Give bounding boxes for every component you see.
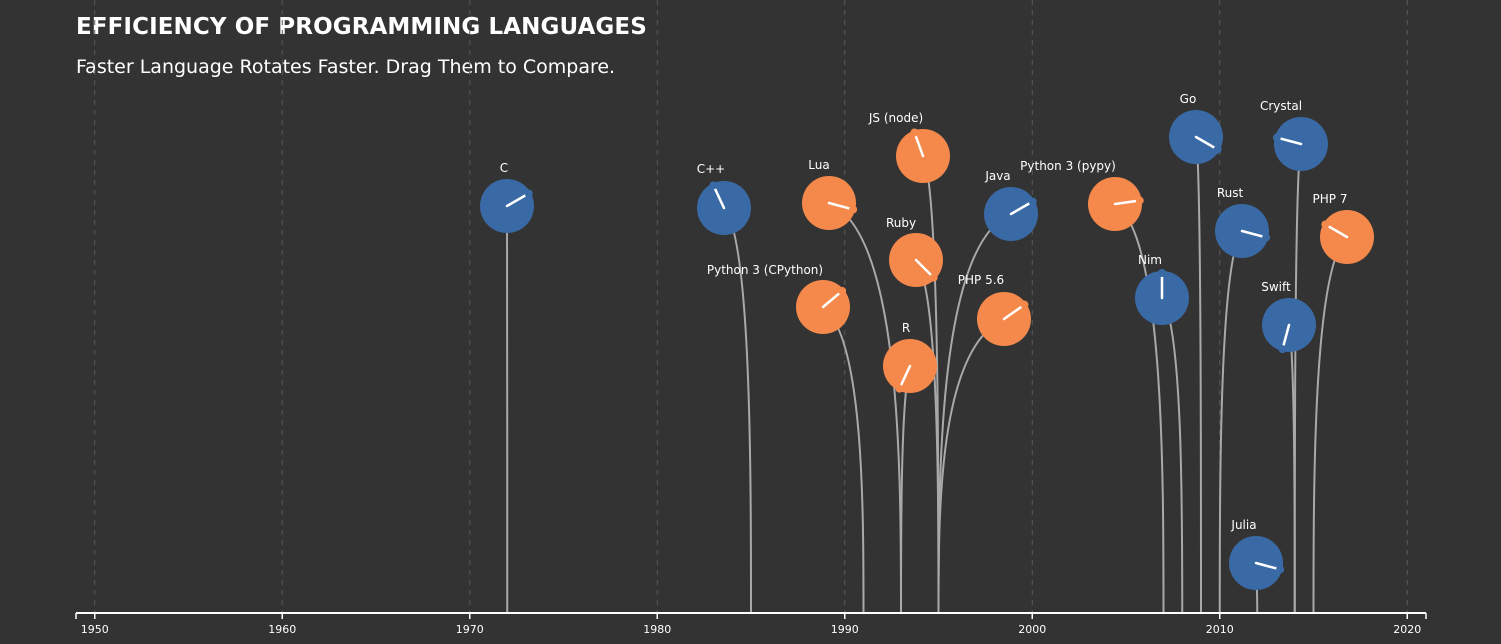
rotation-needle <box>914 258 935 279</box>
needle-tip <box>910 128 919 137</box>
language-bubble[interactable]: C++ <box>697 162 751 235</box>
language-label: Crystal <box>1260 99 1302 113</box>
x-tick-label: 1990 <box>831 623 859 636</box>
rotation-needle <box>1281 323 1291 351</box>
language-label: PHP 5.6 <box>958 273 1004 287</box>
language-bubble[interactable]: Julia <box>1229 518 1285 590</box>
rotation-needle <box>712 184 726 210</box>
needle-tip <box>1158 269 1166 277</box>
language-label: Lua <box>808 158 829 172</box>
needle-tip <box>709 181 718 190</box>
needle-tip <box>1272 133 1281 142</box>
language-bubble[interactable]: Java <box>984 169 1038 241</box>
language-bubble[interactable]: C <box>480 161 534 233</box>
language-bubble[interactable]: Ruby <box>886 216 943 287</box>
stem-line <box>1161 297 1184 614</box>
needle-tip <box>838 286 847 295</box>
stem-line <box>822 306 865 614</box>
rotation-needle <box>1324 223 1349 239</box>
x-tick-label: 1950 <box>81 623 109 636</box>
rotation-needle <box>1240 229 1268 239</box>
language-label: C <box>500 161 508 175</box>
needle-tip <box>1321 220 1330 229</box>
rotation-needle <box>1254 561 1282 571</box>
language-bubble[interactable]: Python 3 (pypy) <box>1020 159 1144 231</box>
rotation-needle <box>1009 200 1034 216</box>
x-axis: 1950 1960 1970 1980 1990 2000 2010 2020 <box>75 612 1427 636</box>
language-label: JS (node) <box>868 111 923 125</box>
language-label: Julia <box>1230 518 1256 532</box>
language-label: Java <box>984 169 1010 183</box>
language-bubble[interactable]: Lua <box>802 158 858 230</box>
stem-line <box>937 213 1012 614</box>
rotation-needle <box>505 192 530 208</box>
language-label: Rust <box>1217 186 1244 200</box>
needle-tip <box>1028 197 1037 206</box>
needle-tip <box>1020 300 1029 309</box>
language-label: Ruby <box>886 216 916 230</box>
x-tick-label: 1960 <box>268 623 296 636</box>
language-label: Go <box>1180 92 1197 106</box>
language-label: PHP 7 <box>1313 192 1348 206</box>
stem-line <box>1195 136 1202 614</box>
language-bubble[interactable]: Swift <box>1261 280 1316 354</box>
x-tick-label: 2000 <box>1018 623 1046 636</box>
language-label: R <box>902 321 910 335</box>
rotation-needle <box>913 131 925 158</box>
needle-tip <box>1213 145 1222 154</box>
stem-line <box>1114 203 1165 614</box>
needle-tip <box>1135 196 1144 205</box>
language-bubble[interactable]: Rust <box>1215 186 1271 258</box>
language-bubble[interactable]: Python 3 (CPython) <box>707 263 850 334</box>
rotation-needle <box>1275 136 1303 146</box>
stem-line <box>1312 236 1348 614</box>
needle-tip <box>849 205 858 214</box>
language-bubble[interactable]: PHP 7 <box>1313 192 1374 264</box>
language-bubble[interactable]: JS (node) <box>868 111 950 183</box>
chart-title: EFFICIENCY OF PROGRAMMING LANGUAGES <box>76 14 647 40</box>
x-tick-label: 1970 <box>456 623 484 636</box>
rotation-needle <box>827 201 855 211</box>
language-bubble[interactable]: Crystal <box>1260 99 1328 171</box>
rotation-needle <box>821 289 844 309</box>
needle-tip <box>1276 565 1285 574</box>
language-label: C++ <box>697 162 726 176</box>
chart-subtitle: Faster Language Rotates Faster. Drag The… <box>76 56 616 78</box>
language-nodes: C C++ Python 3 (CPython) Lua R Ruby JS (node) P… <box>480 92 1374 590</box>
language-label: Nim <box>1138 253 1162 267</box>
language-bubble[interactable]: Go <box>1169 92 1223 164</box>
rotation-needle <box>1194 135 1219 151</box>
language-bubble[interactable]: R <box>883 321 937 393</box>
needle-tip <box>895 384 904 393</box>
language-label: Swift <box>1261 280 1291 294</box>
needle-tip <box>929 273 938 282</box>
x-tick-label: 2020 <box>1393 623 1421 636</box>
language-label: Python 3 (CPython) <box>707 263 823 277</box>
rotation-needle <box>1002 303 1026 321</box>
rotation-needle <box>898 364 912 390</box>
x-tick-label: 1980 <box>643 623 671 636</box>
stem-line <box>900 365 911 614</box>
language-bubble[interactable]: Nim <box>1135 253 1189 325</box>
needle-tip <box>524 189 533 198</box>
needle-tip <box>1278 345 1287 354</box>
language-label: Python 3 (pypy) <box>1020 159 1116 173</box>
rotation-needle <box>1113 199 1142 206</box>
stem-line <box>1293 143 1302 614</box>
needle-tip <box>1262 233 1271 242</box>
x-tick-label: 2010 <box>1206 623 1234 636</box>
language-bubble[interactable]: PHP 5.6 <box>958 273 1031 346</box>
